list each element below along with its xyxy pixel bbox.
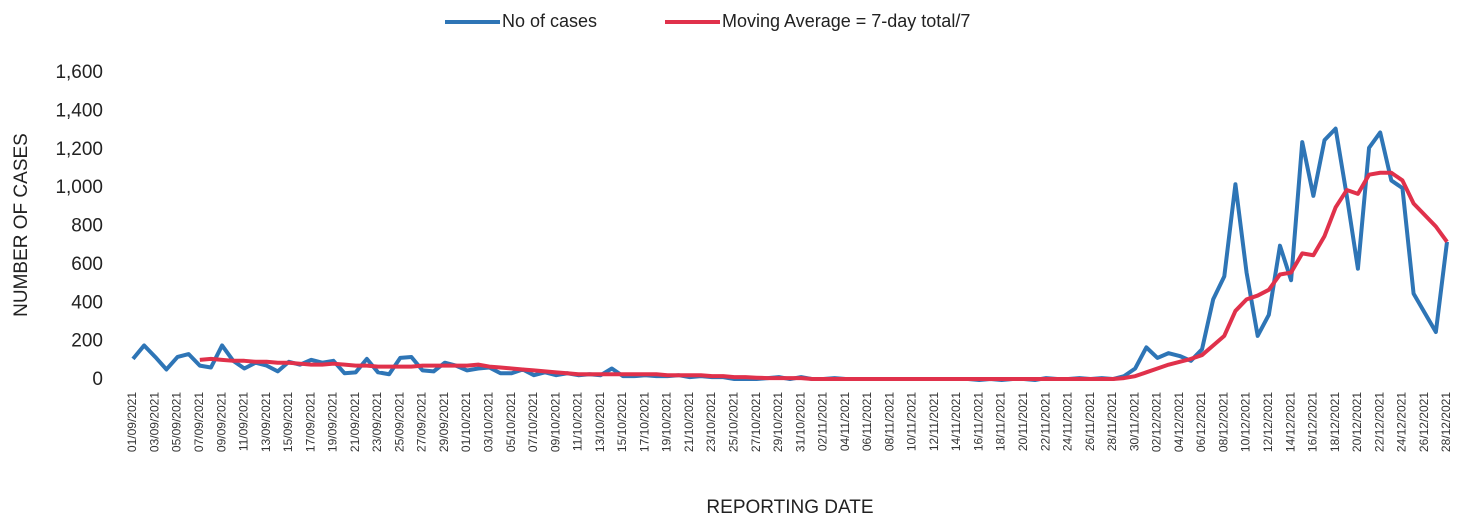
y-tick-label: 800 [71, 216, 103, 237]
x-tick-label: 29/10/2021 [771, 392, 785, 452]
x-tick-label: 05/10/2021 [504, 392, 518, 452]
x-tick-label: 07/10/2021 [526, 392, 540, 452]
x-tick-label: 11/10/2021 [571, 392, 585, 451]
y-tick-label: 1,400 [55, 100, 103, 121]
x-tick-label: 24/12/2021 [1395, 392, 1409, 452]
x-tick-label: 02/11/2021 [816, 392, 830, 451]
x-tick-label: 17/10/2021 [637, 392, 651, 452]
x-tick-label: 10/12/2021 [1239, 392, 1253, 452]
x-tick-label: 15/10/2021 [615, 392, 629, 452]
x-tick-label: 13/10/2021 [593, 392, 607, 452]
x-tick-label: 25/10/2021 [726, 392, 740, 452]
x-tick-label: 04/12/2021 [1172, 392, 1186, 452]
x-tick-label: 24/11/2021 [1061, 392, 1075, 451]
x-tick-label: 18/11/2021 [994, 392, 1008, 451]
x-tick-label: 27/10/2021 [749, 392, 763, 452]
x-tick-label: 25/09/2021 [392, 392, 406, 452]
x-tick-label: 20/12/2021 [1350, 392, 1364, 452]
x-tick-label: 31/10/2021 [793, 392, 807, 452]
x-tick-label: 11/09/2021 [237, 392, 251, 451]
x-tick-label: 08/11/2021 [882, 392, 896, 451]
x-tick-label: 09/10/2021 [548, 392, 562, 452]
x-tick-label: 18/12/2021 [1328, 392, 1342, 452]
x-tick-label: 05/09/2021 [170, 392, 184, 452]
x-tick-label: 21/10/2021 [682, 392, 696, 452]
x-axis-title: REPORTING DATE [706, 497, 873, 518]
x-tick-label: 07/09/2021 [192, 392, 206, 452]
y-tick-label: 1,600 [55, 62, 103, 83]
x-tick-label: 14/12/2021 [1283, 392, 1297, 452]
x-tick-label: 13/09/2021 [259, 392, 273, 452]
x-tick-label: 22/11/2021 [1038, 392, 1052, 451]
x-tick-label: 06/12/2021 [1194, 392, 1208, 452]
x-tick-label: 12/12/2021 [1261, 392, 1275, 452]
x-tick-label: 19/10/2021 [660, 392, 674, 452]
x-tick-label: 02/12/2021 [1150, 392, 1164, 452]
x-tick-label: 20/11/2021 [1016, 392, 1030, 451]
x-tick-label: 23/10/2021 [704, 392, 718, 452]
y-axis-title: NUMBER OF CASES [11, 133, 32, 317]
x-tick-label: 19/09/2021 [326, 392, 340, 452]
series-line [131, 126, 1449, 382]
y-tick-label: 600 [71, 254, 103, 275]
x-tick-label: 03/10/2021 [482, 392, 496, 452]
y-tick-label: 0 [92, 369, 103, 390]
x-tick-label: 22/12/2021 [1372, 392, 1386, 452]
x-tick-label: 21/09/2021 [348, 392, 362, 452]
x-tick-label: 26/12/2021 [1417, 392, 1431, 452]
x-tick-label: 08/12/2021 [1216, 392, 1230, 452]
x-tick-label: 04/11/2021 [838, 392, 852, 451]
x-tick-label: 28/12/2021 [1439, 392, 1453, 452]
x-tick-label: 10/11/2021 [905, 392, 919, 451]
y-tick-label: 1,200 [55, 139, 103, 160]
x-tick-label: 23/09/2021 [370, 392, 384, 452]
x-tick-label: 03/09/2021 [147, 392, 161, 452]
series-line [199, 170, 1449, 382]
x-tick-label: 06/11/2021 [860, 392, 874, 451]
x-tick-label: 17/09/2021 [303, 392, 317, 452]
x-tick-label: 14/11/2021 [949, 392, 963, 451]
x-tick-label: 15/09/2021 [281, 392, 295, 452]
x-tick-label: 01/10/2021 [459, 392, 473, 452]
x-tick-label: 28/11/2021 [1105, 392, 1119, 451]
x-tick-label: 01/09/2021 [125, 392, 139, 452]
x-tick-label: 16/11/2021 [971, 392, 985, 451]
x-tick-label: 27/09/2021 [415, 392, 429, 452]
x-tick-label: 16/12/2021 [1306, 392, 1320, 452]
y-tick-label: 1,000 [55, 177, 103, 198]
legend-label: No of cases [502, 11, 597, 31]
legend-label: Moving Average = 7-day total/7 [722, 11, 970, 31]
x-tick-label: 26/11/2021 [1083, 392, 1097, 451]
x-tick-label: 09/09/2021 [214, 392, 228, 452]
x-tick-label: 29/09/2021 [437, 392, 451, 452]
y-tick-label: 200 [71, 331, 103, 352]
x-tick-label: 30/11/2021 [1127, 392, 1141, 451]
y-tick-label: 400 [71, 292, 103, 313]
x-tick-label: 12/11/2021 [927, 392, 941, 451]
